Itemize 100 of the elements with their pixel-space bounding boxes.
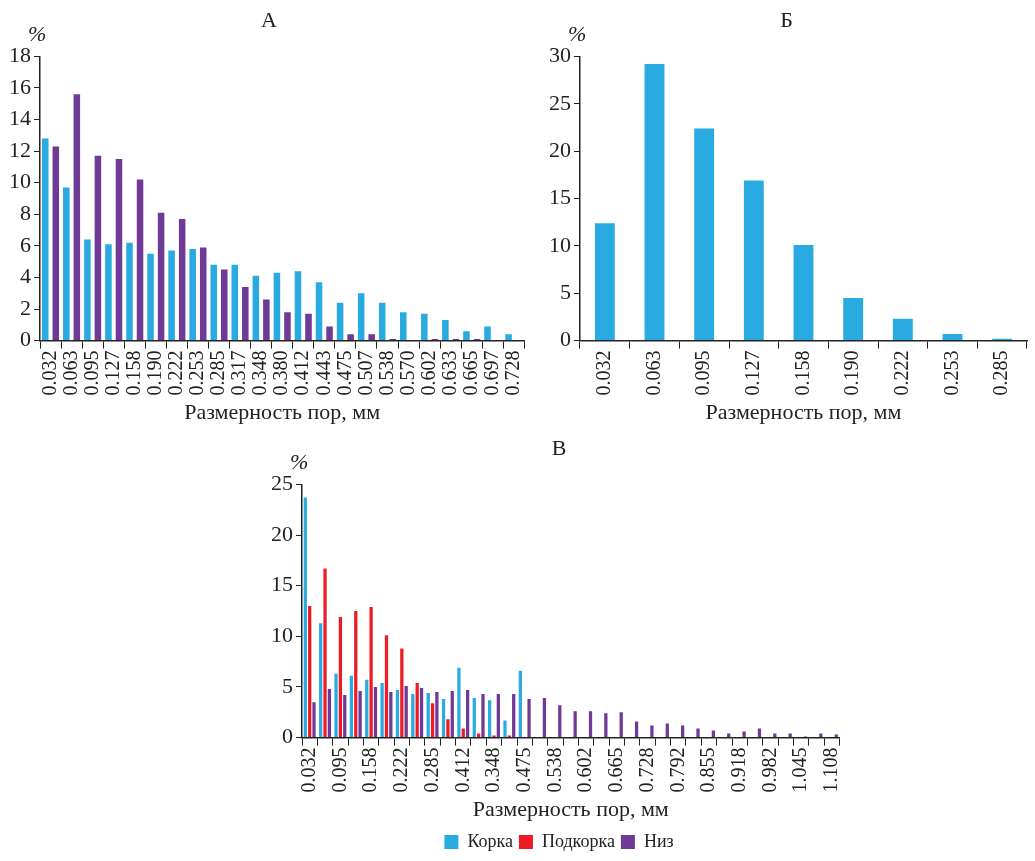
x-tick-label: 0.728 bbox=[501, 350, 524, 396]
x-tick-label: 1.045 bbox=[788, 747, 811, 793]
bar bbox=[294, 271, 302, 341]
x-tick-label: 1.108 bbox=[819, 747, 842, 793]
chart-title: Б bbox=[780, 6, 793, 32]
x-tick-label: 0.158 bbox=[122, 350, 145, 396]
x-tick-label: 0.032 bbox=[37, 350, 60, 396]
bar bbox=[793, 244, 814, 341]
bar bbox=[323, 568, 327, 738]
bar bbox=[380, 682, 384, 738]
bar bbox=[472, 698, 476, 738]
bar bbox=[354, 611, 358, 738]
bar bbox=[242, 286, 249, 341]
bar bbox=[395, 690, 400, 738]
bar bbox=[308, 605, 312, 738]
bar bbox=[681, 725, 685, 738]
bar bbox=[441, 699, 446, 738]
y-tick-label: 15 bbox=[549, 184, 571, 210]
x-tick-label: 0.253 bbox=[939, 350, 962, 396]
x-tick-label: 0.602 bbox=[573, 747, 596, 793]
bar bbox=[463, 331, 470, 341]
x-tick-label: 0.095 bbox=[691, 350, 714, 396]
bar bbox=[619, 712, 623, 738]
x-tick-label: 0.317 bbox=[227, 350, 250, 396]
bar bbox=[505, 334, 512, 341]
bar bbox=[892, 318, 913, 341]
x-tick-label: 0.348 bbox=[481, 747, 504, 793]
y-tick-label: 10 bbox=[549, 231, 571, 257]
x-tick-label: 0.728 bbox=[634, 747, 657, 793]
bar bbox=[512, 694, 516, 738]
bar bbox=[52, 146, 60, 341]
bar bbox=[421, 313, 428, 341]
y-tick-label: 14 bbox=[9, 105, 31, 131]
bar bbox=[63, 187, 70, 341]
bar bbox=[465, 690, 470, 738]
bar bbox=[199, 247, 207, 341]
y-tick-label: 5 bbox=[282, 672, 293, 698]
bar bbox=[305, 313, 312, 341]
x-tick-label: 0.158 bbox=[790, 350, 813, 396]
bar bbox=[518, 670, 522, 738]
bar bbox=[843, 297, 864, 341]
bar bbox=[415, 682, 419, 738]
bar bbox=[742, 731, 746, 738]
y-tick-label: 30 bbox=[549, 42, 571, 68]
x-tick-label: 0.253 bbox=[185, 350, 208, 396]
x-tick-label: 0.222 bbox=[389, 747, 412, 793]
x-tick-label: 0.443 bbox=[311, 350, 334, 396]
bar bbox=[284, 312, 291, 341]
x-tick-label: 0.665 bbox=[458, 350, 481, 396]
bar bbox=[542, 698, 547, 738]
y-tick-label: 25 bbox=[271, 470, 293, 496]
bar bbox=[189, 249, 196, 341]
bar bbox=[496, 694, 500, 738]
bar bbox=[484, 326, 491, 341]
y-axis-title: % bbox=[28, 21, 47, 47]
x-tick-label: 0.063 bbox=[641, 350, 664, 396]
bar bbox=[389, 692, 393, 738]
bar bbox=[319, 623, 323, 738]
bar bbox=[94, 155, 102, 341]
bar bbox=[84, 239, 91, 341]
legend-label: Низ bbox=[643, 830, 674, 851]
y-tick-label: 8 bbox=[20, 200, 31, 226]
x-tick-label: 0.475 bbox=[332, 350, 355, 396]
bar bbox=[231, 264, 239, 341]
bar bbox=[461, 728, 465, 738]
bar bbox=[527, 699, 531, 738]
bar bbox=[650, 725, 654, 738]
bar bbox=[136, 179, 144, 341]
bar bbox=[210, 264, 217, 341]
bar bbox=[365, 679, 369, 738]
bar bbox=[315, 282, 323, 341]
x-tick-label: 0.190 bbox=[840, 350, 863, 396]
x-tick-label: 0.602 bbox=[416, 350, 439, 396]
bar bbox=[819, 733, 823, 738]
x-tick-label: 0.222 bbox=[890, 350, 913, 396]
bar bbox=[384, 635, 389, 738]
y-tick-label: 12 bbox=[9, 136, 31, 162]
bar bbox=[644, 63, 665, 341]
bar bbox=[252, 275, 260, 341]
x-tick-label: 0.285 bbox=[419, 747, 442, 793]
x-tick-label: 0.570 bbox=[395, 350, 418, 396]
x-tick-label: 0.158 bbox=[358, 747, 381, 793]
bar bbox=[263, 299, 270, 341]
y-tick-label: 10 bbox=[271, 622, 293, 648]
x-axis-title: Размерность пор, мм bbox=[705, 398, 902, 424]
x-tick-label: 0.538 bbox=[542, 747, 565, 793]
bar bbox=[147, 253, 154, 341]
x-axis-title: Размерность пор, мм bbox=[472, 795, 669, 821]
x-tick-label: 0.412 bbox=[450, 747, 473, 793]
bar bbox=[157, 212, 165, 341]
y-tick-label: 0 bbox=[20, 326, 31, 352]
chart-title: В bbox=[551, 434, 567, 460]
bar bbox=[326, 326, 333, 341]
bar bbox=[168, 250, 175, 341]
y-tick-label: 2 bbox=[20, 294, 31, 320]
bar bbox=[634, 721, 639, 738]
bar bbox=[426, 693, 430, 738]
bar bbox=[338, 617, 343, 738]
bar bbox=[435, 692, 439, 738]
y-tick-label: 10 bbox=[9, 168, 31, 194]
